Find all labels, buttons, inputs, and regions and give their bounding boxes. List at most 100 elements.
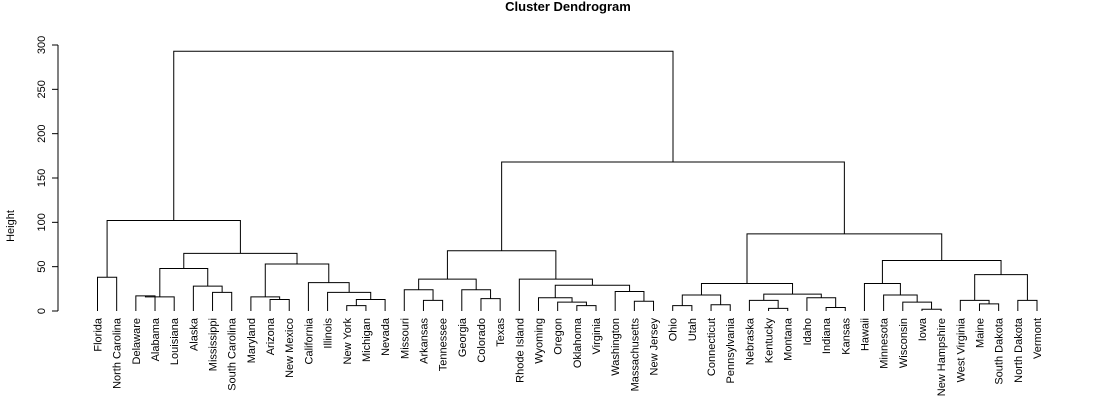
merge-branch <box>346 305 367 311</box>
merge-branch <box>480 298 501 311</box>
leaf-label: Montana <box>783 317 795 361</box>
merge-branch <box>921 308 942 311</box>
merge-branch <box>576 305 597 311</box>
merge-branch <box>746 233 943 284</box>
leaf-label: Colorado <box>476 318 488 363</box>
leaf-label: Minnesota <box>879 317 891 369</box>
leaf-label: South Carolina <box>227 317 239 391</box>
leaf-label: Idaho <box>802 318 814 346</box>
merge-branch <box>135 295 156 311</box>
merge-branch <box>212 291 233 311</box>
merge-branch <box>446 250 557 280</box>
leaf-label: Michigan <box>361 318 373 362</box>
merge-branch <box>710 304 731 311</box>
merge-branch <box>806 297 837 311</box>
y-tick-label: 150 <box>36 169 48 187</box>
y-axis: 0 50 100 150 200 250 300 <box>36 36 59 314</box>
merge-branch <box>192 285 223 311</box>
leaf-label: Rhode Island <box>514 318 526 383</box>
merge-branch <box>959 299 990 311</box>
merge-branch <box>159 267 209 297</box>
leaf-label: Missouri <box>399 318 411 359</box>
merge-branch <box>264 263 330 297</box>
leaf-label: Massachusetts <box>629 318 641 392</box>
leaf-label: Wyoming <box>533 318 545 364</box>
leaf-label: Oregon <box>553 318 565 355</box>
leaf-label: Nebraska <box>744 317 756 365</box>
y-tick-label: 50 <box>36 261 48 273</box>
y-tick-label: 100 <box>36 213 48 231</box>
leaf-label: Alaska <box>188 317 200 351</box>
merge-branch <box>978 303 1000 311</box>
leaf-label: Iowa <box>917 317 929 341</box>
leaf-label: North Carolina <box>112 317 124 389</box>
y-axis-label: Height <box>5 210 17 242</box>
leaf-label: Vermont <box>1032 318 1044 359</box>
leaf-label: New Jersey <box>649 318 661 376</box>
merge-branch <box>825 306 846 311</box>
merge-branch <box>863 283 901 311</box>
leaf-label: Pennsylvania <box>725 317 737 383</box>
leaf-label: Indiana <box>821 317 833 354</box>
merge-branch <box>672 305 693 311</box>
merge-branch <box>700 283 794 296</box>
leaf-label: New York <box>342 318 354 365</box>
merge-branch <box>537 297 573 311</box>
y-tick-label: 250 <box>36 80 48 98</box>
leaf-label: Ohio <box>668 318 680 341</box>
leaf-label: Georgia <box>457 317 469 357</box>
leaf-label: Tennessee <box>438 318 450 371</box>
merge-branch <box>883 294 918 311</box>
leaf-label: Delaware <box>131 318 143 364</box>
leaf-label: Illinois <box>323 318 335 349</box>
merge-branch <box>307 282 350 311</box>
leaf-label: Texas <box>495 318 507 347</box>
merge-branch <box>768 307 789 311</box>
merge-branch <box>748 299 779 311</box>
leaf-label: Virginia <box>591 317 603 354</box>
y-tick-label: 200 <box>36 124 48 142</box>
leaf-label: Mississippi <box>208 318 220 371</box>
merge-branch <box>422 299 444 311</box>
merge-branch <box>518 278 593 311</box>
leaf-label: New Hampshire <box>936 318 948 396</box>
leaf-label: Washington <box>610 318 622 376</box>
leaf-labels: Florida North Carolina Delaware Alabama Loui… <box>93 317 1045 396</box>
leaf-label: South Dakota <box>994 317 1006 385</box>
leaf-label: Florida <box>93 317 105 352</box>
leaf-label: Kansas <box>840 318 852 355</box>
leaf-label: New Mexico <box>284 318 296 378</box>
leaf-label: North Dakota <box>1013 317 1025 383</box>
merge-branch <box>681 294 722 306</box>
leaf-label: Hawaii <box>859 318 871 351</box>
leaf-label: Arkansas <box>418 318 430 364</box>
leaf-label: Kentucky <box>764 318 776 364</box>
merge-branch <box>633 300 655 311</box>
y-tick-label: 300 <box>36 36 48 54</box>
leaf-label: Oklahoma <box>572 317 584 368</box>
leaf-label: California <box>303 317 315 364</box>
merge-branch <box>501 161 845 251</box>
leaf-label: Wisconsin <box>898 318 910 368</box>
chart-title: Cluster Dendrogram <box>505 0 631 14</box>
merge-branch <box>461 289 492 311</box>
merge-branch <box>557 301 587 311</box>
leaf-label: Nevada <box>380 317 392 356</box>
leaf-label: Arizona <box>265 317 277 355</box>
merge-branch <box>881 259 1002 284</box>
y-tick-label: 0 <box>36 308 48 314</box>
merge-branch <box>327 291 372 311</box>
dendrogram-branches <box>97 50 1038 311</box>
merge-branch <box>974 274 1028 301</box>
merge-branch <box>269 298 290 311</box>
leaf-label: West Virginia <box>955 317 967 382</box>
merge-branch <box>173 50 674 221</box>
leaf-label: Alabama <box>150 317 162 361</box>
leaf-label: Utah <box>687 318 699 341</box>
leaf-label: Maryland <box>246 318 258 363</box>
merge-branch <box>144 295 175 311</box>
merge-branch <box>183 252 298 269</box>
merge-branch <box>250 296 281 311</box>
leaf-label: Louisiana <box>169 317 181 365</box>
